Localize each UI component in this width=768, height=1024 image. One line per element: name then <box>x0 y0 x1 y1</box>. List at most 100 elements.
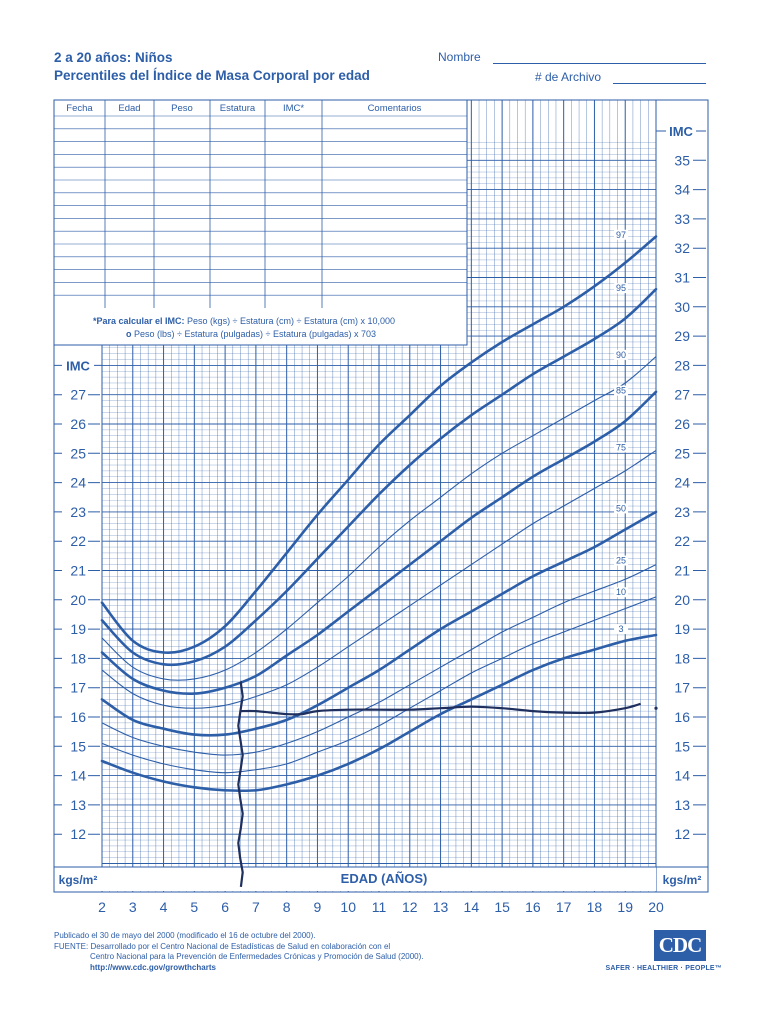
x-axis-label: EDAD (AÑOS) <box>341 871 428 886</box>
y-tick-label-left: 16 <box>70 709 86 725</box>
x-tick-label: 7 <box>252 899 260 915</box>
y-tick-right-bg <box>669 650 693 666</box>
y-tick-right-bg <box>669 210 693 226</box>
percentile-label-90: 90 <box>616 350 626 360</box>
percentile-label-bg <box>614 503 629 514</box>
y-tick-label-right: 22 <box>674 533 690 549</box>
y-tick-left-bg <box>62 709 88 724</box>
y-tick-right-bg <box>669 357 693 373</box>
percentile-curve-97 <box>100 235 658 655</box>
percentile-label-95: 95 <box>616 283 626 293</box>
y-tick-right-bg <box>669 416 693 431</box>
plotted-end-dot <box>654 706 658 710</box>
y-tick-label-left: 27 <box>70 387 86 403</box>
y-tick-right-bg <box>669 269 693 285</box>
axes: 1213141516171819202122232425262728293031… <box>54 123 706 915</box>
y-tick-label-right: 32 <box>674 240 690 256</box>
y-tick-label-right: 26 <box>674 416 690 432</box>
percentile-label-bg <box>614 624 629 635</box>
table-header-5: Comentarios <box>368 103 422 114</box>
y-tick-right-bg <box>669 503 693 519</box>
y-tick-label-right: 28 <box>674 357 690 373</box>
chart-title-line1: 2 a 20 años: Niños <box>54 50 173 65</box>
percentile-label-bg <box>614 229 629 240</box>
y-tick-label-right: 14 <box>674 768 690 784</box>
percentile-label-bg <box>614 385 629 396</box>
table-header-4: IMC* <box>283 103 304 114</box>
percentile-curve-25 <box>101 564 657 756</box>
x-tick-label: 2 <box>98 899 106 915</box>
y-tick-right-bg <box>669 826 693 842</box>
y-tick-label-left: 22 <box>70 533 86 549</box>
y-tick-left-bg <box>62 679 88 695</box>
table-header-0: Fecha <box>66 103 93 114</box>
y-tick-label-left: 17 <box>70 680 86 696</box>
y-tick-label-right: 17 <box>674 680 690 696</box>
y-tick-label-right: 18 <box>674 650 690 666</box>
footer-source-cont: Centro Nacional para la Prevención de En… <box>90 952 424 961</box>
y-tick-left-bg <box>62 796 88 812</box>
cdc-logo-mark: CDC <box>654 930 706 961</box>
percentile-curve-95 <box>100 287 658 667</box>
y-tick-left-bg <box>62 591 88 607</box>
x-axis-label-bg <box>330 868 438 888</box>
y-tick-label-right: 34 <box>674 182 690 198</box>
y-tick-label-left: 14 <box>70 768 86 784</box>
y-tick-label-left: 23 <box>70 504 86 520</box>
x-tick-label: 4 <box>160 899 168 915</box>
right-axis-panel <box>657 101 707 891</box>
percentile-label-97: 97 <box>616 230 626 240</box>
y-tick-right-bg <box>669 709 693 724</box>
x-tick-label: 15 <box>494 899 510 915</box>
y-label-left-bg <box>62 357 94 373</box>
footer-url[interactable]: http://www.cdc.gov/growthcharts <box>90 962 216 972</box>
y-tick-left-bg <box>62 474 88 490</box>
percentile-label-3: 3 <box>619 624 624 634</box>
percentile-label-bg <box>614 349 629 360</box>
y-tick-label-right: 15 <box>674 738 690 754</box>
plotted-record <box>237 680 658 888</box>
x-tick-label: 14 <box>464 899 480 915</box>
percentile-label-bg <box>614 442 629 453</box>
percentile-label-10: 10 <box>616 587 626 597</box>
x-tick-label: 20 <box>648 899 664 915</box>
cdc-tagline: SAFER · HEALTHIER · PEOPLE™ <box>605 965 722 972</box>
bmi-formula-line2: o Peso (lbs) ÷ Estatura (pulgadas) ÷ Est… <box>126 329 376 339</box>
plotted-bmi-line <box>240 702 641 716</box>
y-tick-label-left: 20 <box>70 592 86 608</box>
y-tick-left-bg <box>62 503 88 519</box>
unit-label-right: kgs/m² <box>663 873 702 887</box>
percentile-label-50: 50 <box>616 503 626 513</box>
y-tick-right-bg <box>669 474 693 490</box>
percentile-curve-3 <box>100 633 658 793</box>
y-tick-label-left: 26 <box>70 416 86 432</box>
y-tick-label-left: 25 <box>70 445 86 461</box>
y-tick-label-right: 25 <box>674 445 690 461</box>
y-tick-left-bg <box>62 650 88 666</box>
y-tick-left-bg <box>62 416 88 431</box>
percentile-curve-75 <box>101 449 657 709</box>
cdc-logo: CDC SAFER · HEALTHIER · PEOPLE™ <box>606 930 722 980</box>
record-number-field[interactable] <box>613 83 706 84</box>
y-tick-label-right: 20 <box>674 592 690 608</box>
y-tick-label-left: 12 <box>70 826 86 842</box>
x-tick-label: 9 <box>314 899 322 915</box>
unit-label-left: kgs/m² <box>59 873 98 887</box>
y-tick-left-bg <box>62 445 88 461</box>
y-tick-right-bg <box>669 679 693 695</box>
y-tick-right-bg <box>669 767 693 783</box>
x-tick-label: 10 <box>340 899 356 915</box>
x-tick-label: 8 <box>283 899 291 915</box>
y-tick-left-bg <box>62 826 88 842</box>
x-tick-label: 6 <box>221 899 229 915</box>
percentile-label-bg <box>614 283 629 294</box>
y-tick-left-bg <box>62 386 88 402</box>
x-tick-label: 12 <box>402 899 418 915</box>
y-tick-right-bg <box>669 386 693 402</box>
x-tick-label: 18 <box>587 899 603 915</box>
percentile-label-bg <box>614 555 629 566</box>
table-header-1: Edad <box>118 103 140 114</box>
name-field[interactable] <box>493 63 706 64</box>
y-tick-label-right: 35 <box>674 152 690 168</box>
